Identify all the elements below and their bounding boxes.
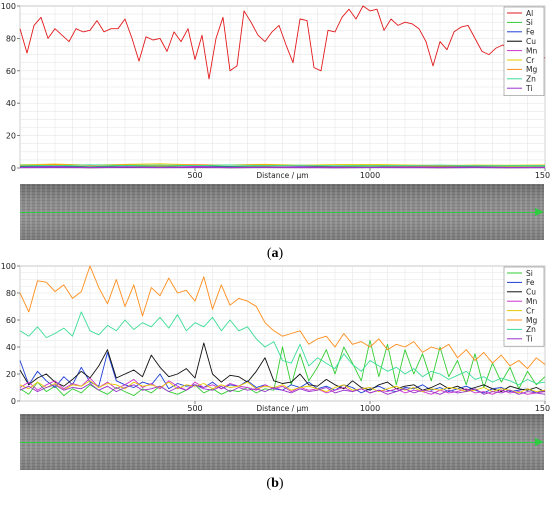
y-tick-label: 60 bbox=[6, 67, 16, 76]
legend-entry: Al bbox=[526, 9, 533, 18]
series-line-cr bbox=[19, 380, 546, 394]
panel-b: 0 20 40 60 80 100 500 1000 1500 Distance / µm SiFe… bbox=[0, 262, 550, 419]
y-tick-label: 100 bbox=[1, 262, 16, 271]
scan-line-a bbox=[20, 212, 538, 213]
legend-entry: Cu bbox=[526, 288, 536, 297]
y-tick-label: 80 bbox=[6, 289, 16, 298]
series-line-si bbox=[19, 339, 546, 397]
legend-entry: Cr bbox=[526, 306, 535, 315]
legend-entry: Zn bbox=[526, 325, 536, 334]
caption-a: (a) bbox=[266, 246, 284, 261]
scan-arrow-icon bbox=[535, 208, 544, 216]
y-tick-label: 0 bbox=[11, 164, 16, 173]
series-line-zn bbox=[19, 311, 546, 386]
legend-box bbox=[503, 266, 545, 347]
legend-entry: Ti bbox=[525, 84, 532, 93]
y-tick-label: 0 bbox=[11, 397, 16, 406]
caption-b-letter: b bbox=[271, 476, 279, 491]
series-line-mg bbox=[19, 265, 546, 370]
legend-entry: Ti bbox=[525, 335, 532, 344]
legend-box bbox=[503, 6, 545, 96]
series-line-mn bbox=[19, 377, 546, 395]
x-tick-label: 1000 bbox=[360, 171, 380, 180]
y-tick-label: 60 bbox=[6, 316, 16, 325]
series-line-al bbox=[19, 5, 545, 80]
scan-line-b bbox=[20, 442, 538, 443]
legend-entry: Mn bbox=[526, 297, 537, 306]
legend-entry: Mg bbox=[526, 316, 537, 325]
caption-a-letter: a bbox=[271, 246, 279, 261]
y-tick-label: 100 bbox=[1, 2, 16, 11]
legend-entry: Fe bbox=[526, 28, 535, 37]
caption-b: (b) bbox=[266, 476, 284, 491]
legend-entry: Cr bbox=[526, 56, 535, 65]
chart-b: 0 20 40 60 80 100 500 1000 1500 Distance / µm SiFe… bbox=[1, 262, 550, 413]
x-tick-label: 500 bbox=[187, 171, 202, 180]
scan-arrow-icon bbox=[535, 438, 544, 446]
y-tick-label: 80 bbox=[6, 34, 16, 43]
chart-a: 0 20 40 60 80 100 500 1000 1500 Distance / µm AlSi… bbox=[1, 2, 550, 180]
series-line-cu bbox=[19, 342, 546, 393]
sem-image-a bbox=[20, 184, 544, 240]
sem-image-b bbox=[20, 414, 544, 470]
x-tick-label: 1500 bbox=[535, 404, 550, 413]
legend-entry: Si bbox=[526, 269, 533, 278]
y-tick-label: 40 bbox=[6, 343, 16, 352]
x-axis-label: Distance / µm bbox=[256, 171, 308, 180]
legend-entry: Si bbox=[526, 18, 533, 27]
legend-entry: Fe bbox=[526, 278, 535, 287]
y-tick-label: 20 bbox=[6, 132, 16, 141]
x-tick-label: 1000 bbox=[360, 404, 380, 413]
y-tick-label: 40 bbox=[6, 99, 16, 108]
series-line-zn bbox=[19, 164, 546, 167]
x-tick-label: 500 bbox=[187, 404, 202, 413]
series-line-ti bbox=[19, 383, 546, 395]
legend-entry: Mn bbox=[526, 46, 537, 55]
legend-entry: Zn bbox=[526, 75, 536, 84]
x-tick-label: 1500 bbox=[535, 171, 550, 180]
x-axis-label: Distance / µm bbox=[256, 404, 308, 413]
legend-entry: Mg bbox=[526, 65, 537, 74]
panel-a: 0 20 40 60 80 100 500 1000 1500 Distance / µm AlSi… bbox=[0, 0, 550, 189]
y-tick-label: 20 bbox=[6, 370, 16, 379]
legend-entry: Cu bbox=[526, 37, 536, 46]
